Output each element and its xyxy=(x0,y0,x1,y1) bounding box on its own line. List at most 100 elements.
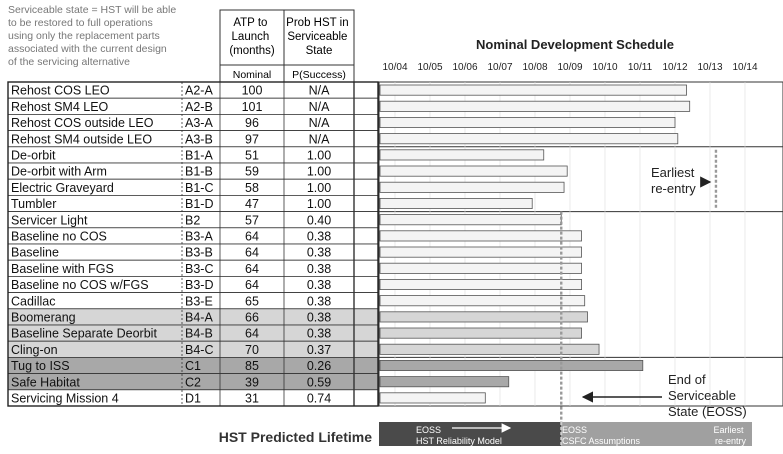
schedule-bar xyxy=(379,246,582,258)
alternative-name: Rehost COS LEO xyxy=(11,84,110,98)
alternative-code: C1 xyxy=(185,359,201,373)
alternative-code: B3-C xyxy=(185,262,213,276)
schedule-bars xyxy=(379,84,691,404)
schedule-bar xyxy=(379,117,676,129)
alternative-name: Baseline no COS w/FGS xyxy=(11,278,149,292)
prob-value: 0.38 xyxy=(307,262,331,276)
annotations xyxy=(560,149,718,446)
alternative-name: Tug to ISS xyxy=(11,359,70,373)
atp-value: 58 xyxy=(245,181,259,195)
alternative-name: De-orbit with Arm xyxy=(11,165,107,179)
schedule-bar xyxy=(379,100,691,112)
alternative-name: Servicing Mission 4 xyxy=(11,392,119,406)
x-axis-label: 10/08 xyxy=(522,62,547,73)
alternative-code: B3-A xyxy=(185,230,213,244)
alternative-code: B2 xyxy=(185,213,200,227)
x-axis-label: 10/05 xyxy=(417,62,442,73)
alternative-code: A3-A xyxy=(185,116,213,130)
alternative-code: B1-B xyxy=(185,165,213,179)
atp-value: 85 xyxy=(245,359,259,373)
alternative-code: B4-B xyxy=(185,327,213,341)
atp-value: 65 xyxy=(245,294,259,308)
prob-value: 1.00 xyxy=(307,197,331,211)
atp-value: 59 xyxy=(245,165,259,179)
alternative-code: A3-B xyxy=(185,132,213,146)
prob-value: 0.26 xyxy=(307,359,331,373)
table-rows: Rehost COS LEO A2-A 100 N/A Rehost SM4 LEO A2… xyxy=(7,81,379,407)
note-line: of the servicing alternative xyxy=(8,56,130,68)
note-line: to be restored to full operations xyxy=(8,17,153,29)
prob-value: 0.38 xyxy=(307,246,331,260)
atp-value: 64 xyxy=(245,278,259,292)
alternative-code: A2-A xyxy=(185,84,213,98)
lifetime-bar xyxy=(379,422,752,446)
atp-value: 100 xyxy=(242,84,263,98)
lifetime-dark-segment xyxy=(379,422,562,446)
prob-value: N/A xyxy=(309,84,331,98)
x-axis-label: 10/14 xyxy=(732,62,757,73)
lifetime-light-segment xyxy=(561,422,752,446)
x-axis-label: 10/10 xyxy=(592,62,617,73)
prob-value: 1.00 xyxy=(307,165,331,179)
atp-value: 39 xyxy=(245,375,259,389)
x-axis-label: 10/06 xyxy=(452,62,477,73)
schedule-bar xyxy=(379,84,687,96)
schedule-bar xyxy=(379,278,582,290)
x-axis-label: 10/09 xyxy=(557,62,582,73)
alternative-code: B4-C xyxy=(185,343,213,357)
schedule-bar xyxy=(379,230,582,242)
alternative-code: B1-C xyxy=(185,181,213,195)
prob-value: 0.38 xyxy=(307,294,331,308)
prob-value: 0.40 xyxy=(307,213,331,227)
note-line: using only the replacement parts xyxy=(8,30,160,42)
prob-value: 1.00 xyxy=(307,181,331,195)
alternative-name: Baseline no COS xyxy=(11,230,107,244)
prob-value: 1.00 xyxy=(307,149,331,163)
schedule-bar xyxy=(379,197,533,209)
note-line: Serviceable state = HST will be able xyxy=(8,4,176,16)
alternative-name: Rehost SM4 LEO xyxy=(11,100,109,114)
alternative-name: Rehost SM4 outside LEO xyxy=(11,132,152,146)
atp-value: 64 xyxy=(245,246,259,260)
prob-value: N/A xyxy=(309,132,331,146)
x-axis-label: 10/11 xyxy=(628,62,653,73)
atp-value: 57 xyxy=(245,213,259,227)
schedule-bar xyxy=(379,311,588,323)
alternative-code: C2 xyxy=(185,375,201,389)
eoss-label: End of Serviceable State (EOSS) xyxy=(668,372,747,419)
earliest-reentry-label: Earliest re-entry xyxy=(651,165,698,196)
prob-header-box xyxy=(283,9,355,83)
prob-value: N/A xyxy=(309,116,331,130)
atp-value: 51 xyxy=(245,149,259,163)
alternative-name: Baseline xyxy=(11,246,59,260)
alternative-code: B3-B xyxy=(185,246,213,260)
prob-subheader: P(Success) xyxy=(292,69,346,81)
lifetime-label-mid: EOSS CSFC Assumptions xyxy=(562,425,641,446)
atp-value: 64 xyxy=(245,327,259,341)
alternative-code: A2-B xyxy=(185,100,213,114)
prob-value: 0.59 xyxy=(307,375,331,389)
schedule-bar xyxy=(379,376,510,388)
schedule-bar xyxy=(379,181,565,193)
schedule-title: Nominal Development Schedule xyxy=(476,37,674,52)
schedule-bar xyxy=(379,359,644,371)
prob-header: Prob HST in Serviceable State xyxy=(286,17,352,57)
schedule-bar xyxy=(379,214,562,226)
alternative-name: Servicer Light xyxy=(11,213,88,227)
atp-header: ATP to Launch (months) xyxy=(229,17,275,57)
atp-value: 101 xyxy=(242,100,263,114)
prob-value: 0.37 xyxy=(307,343,331,357)
schedule-grid xyxy=(378,81,783,407)
alternative-name: Rehost COS outside LEO xyxy=(11,116,154,130)
schedule-bar xyxy=(379,295,586,307)
prob-value: 0.38 xyxy=(307,278,331,292)
alternative-name: Cadillac xyxy=(11,294,55,308)
alternative-name: Baseline with FGS xyxy=(11,262,114,276)
chart-frame xyxy=(378,81,783,407)
schedule-bar xyxy=(379,149,545,161)
atp-value: 97 xyxy=(245,132,259,146)
schedule-bar xyxy=(379,343,600,355)
atp-subheader: Nominal xyxy=(233,69,272,81)
prob-value: 0.74 xyxy=(307,392,331,406)
